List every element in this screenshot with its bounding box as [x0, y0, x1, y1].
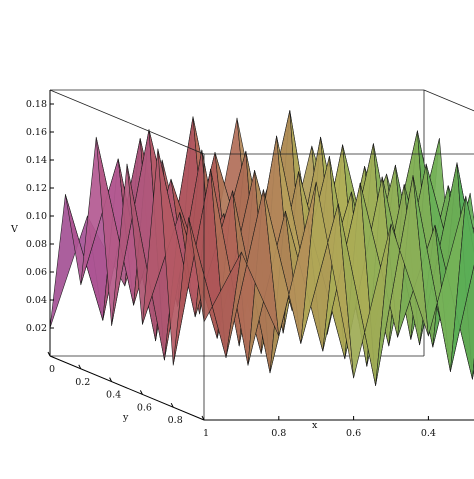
box-edge	[49, 89, 205, 155]
y-axis-line	[49, 355, 205, 421]
surface-mesh	[49, 110, 474, 386]
x-tick-label: 0.4	[421, 428, 436, 439]
y-tick-mark	[78, 364, 82, 370]
z-tick-label: 0.16	[26, 127, 47, 138]
y-tick-mark	[201, 415, 205, 421]
z-axis-label: V	[10, 224, 18, 235]
y-tick-label: 0.2	[75, 377, 90, 388]
z-tick-label: 0.10	[26, 211, 47, 222]
y-tick-mark	[170, 402, 174, 408]
z-tick-label: 0.08	[26, 239, 47, 250]
y-tick-label: 1	[203, 428, 209, 439]
y-tick-label: 0.8	[168, 415, 183, 426]
y-tick-mark	[139, 390, 143, 395]
x-axis-label: x	[312, 420, 318, 431]
surface-facet	[450, 195, 474, 372]
y-tick-label: 0	[49, 364, 55, 375]
y-tick-mark	[47, 351, 51, 357]
axes: 0.02 0.04 0.06 0.08 0.10 0.12 0.14 0.16 0.18 0 0.2…	[26, 90, 474, 439]
z-tick-label: 0.06	[26, 267, 47, 278]
box-edge	[423, 89, 474, 112]
y-tick-label: 0.6	[137, 402, 152, 413]
y-axis-label: y	[122, 412, 129, 423]
y-tick-label: 0.4	[106, 390, 121, 401]
z-tick-label: 0.18	[26, 99, 47, 110]
y-tick-mark	[109, 377, 113, 382]
z-tick-label: 0.04	[26, 295, 47, 306]
z-tick-label: 0.12	[26, 183, 47, 194]
bounding-box-front	[49, 89, 474, 420]
x-tick-label: 0.8	[271, 428, 286, 439]
z-tick-label: 0.14	[26, 155, 47, 166]
x-tick-label: 0.6	[346, 428, 361, 439]
z-tick-label: 0.02	[26, 323, 47, 334]
